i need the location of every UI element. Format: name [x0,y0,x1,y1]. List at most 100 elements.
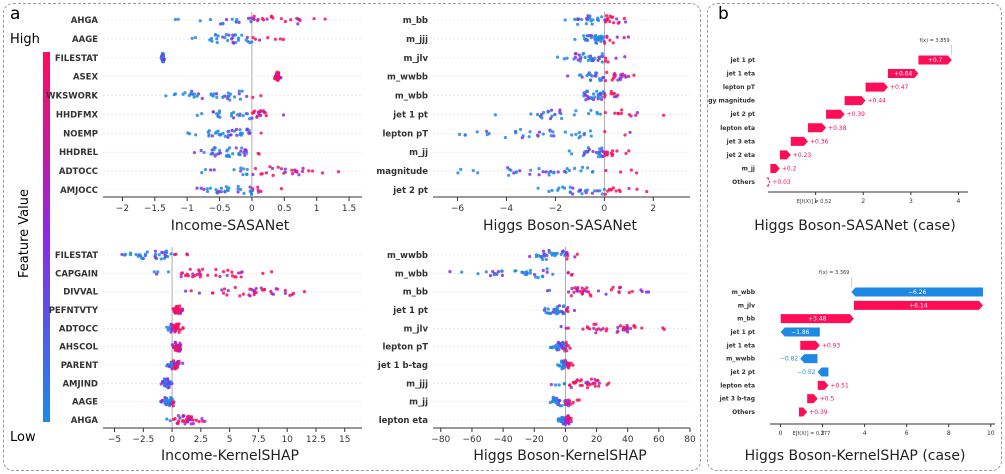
beeswarm-point [588,78,593,83]
x-tick-label: −80 [431,435,450,445]
beeswarm-point [259,131,263,135]
colorbar-low-label: Low [10,430,36,445]
beeswarm-point [212,168,216,172]
x-tick-label: −6 [451,204,465,214]
beeswarm-point [595,17,600,22]
beeswarm-point [251,172,255,177]
feature-label: m_wwbb [387,251,428,261]
value-label: +0.38 [828,125,847,132]
beeswarm-point [218,22,223,26]
beeswarm-point [168,399,172,403]
value-label: +0.7 [928,57,943,64]
beeswarm-point [227,186,231,190]
beeswarm-point [197,268,201,272]
beeswarm-point [512,171,516,175]
beeswarm-point [567,398,571,402]
beeswarm-point [585,188,589,192]
x-tick-label: 4 [957,198,961,205]
beeswarm-point [177,330,181,334]
beeswarm-point [248,294,252,298]
beeswarm-point [243,148,247,152]
beeswarm-point [573,55,578,60]
beeswarm-point [189,289,193,293]
beeswarm-point [208,168,213,172]
beeswarm-point [159,257,163,261]
beeswarm-point [536,254,541,258]
beeswarm-point [246,39,250,44]
beeswarm-point [181,361,185,365]
x-tick-label: 80 [684,435,696,445]
beeswarm-point [620,75,624,79]
beeswarm-point [217,132,221,137]
value-label: +6.14 [909,302,928,309]
value-label: +0.44 [868,98,887,105]
beeswarm-point [223,189,227,193]
feature-label: AHGA [71,416,99,426]
beeswarm-point [615,35,619,39]
feature-label: jet 2 pt [392,186,428,196]
beeswarm-point [529,112,533,116]
beeswarm-point [573,255,577,259]
beeswarm-point [601,90,605,94]
feature-label: jet 1 pt [392,110,428,120]
beeswarm-point [541,249,546,253]
beeswarm-point [596,378,600,383]
beeswarm-point [257,38,262,42]
beeswarm-point [275,70,279,74]
waterfall-bar [851,287,983,297]
beeswarm-point [160,54,164,58]
beeswarm-point [560,341,564,345]
beeswarm-point [561,422,566,426]
beeswarm-point [584,22,588,26]
beeswarm-point [253,37,258,41]
beeswarm-point [177,361,181,366]
beeswarm-point [536,133,540,137]
x-tick-label: 10 [281,435,293,445]
beeswarm-point [205,187,209,191]
beeswarm-point [628,326,633,331]
beeswarm-point [557,304,562,308]
beeswarm-point [603,93,607,97]
beeswarm-point [572,290,576,294]
beeswarm-point [536,275,540,280]
beeswarm-point [174,327,178,331]
beeswarm-point [164,380,168,385]
x-tick-label: 2 [650,204,656,214]
beeswarm-point [507,173,511,177]
beeswarm-point [556,346,560,350]
feature-label: lepton eta [720,125,755,132]
beeswarm-point [165,364,169,368]
beeswarm-point [553,253,557,258]
beeswarm-point [241,292,246,296]
beeswarm-point [585,89,590,93]
feature-label: gy magnitude [708,98,755,105]
beeswarm-point [171,400,175,404]
beeswarm-point [595,89,599,93]
value-label: +0.23 [793,152,812,159]
beeswarm-point [273,37,277,41]
beeswarm-point [547,250,551,255]
beeswarm-point [601,154,605,158]
beeswarm-point [288,293,292,297]
beeswarm-point [568,346,572,350]
beeswarm-point [567,422,571,426]
beeswarm-point [290,172,295,176]
beeswarm-point [606,189,610,193]
beeswarm-point [565,257,569,261]
beeswarm-point [661,326,665,330]
beeswarm-point [197,420,201,424]
beeswarm-point [586,326,590,330]
beeswarm-point [208,186,213,190]
beeswarm-point [562,359,566,363]
beeswarm-point [603,41,607,45]
beeswarm-point [569,420,573,424]
beeswarm-point [243,153,247,157]
efx-label: E[f(X)] = 0.52 [797,199,832,205]
beeswarm-point [196,92,201,96]
beeswarm-point [563,344,567,348]
feature-label: AHSCOL [59,343,98,353]
feature-label: Others [732,179,755,186]
beeswarm-point [177,346,181,351]
feature-label: jet 2 pt [729,111,755,118]
beeswarm-point [593,95,597,99]
